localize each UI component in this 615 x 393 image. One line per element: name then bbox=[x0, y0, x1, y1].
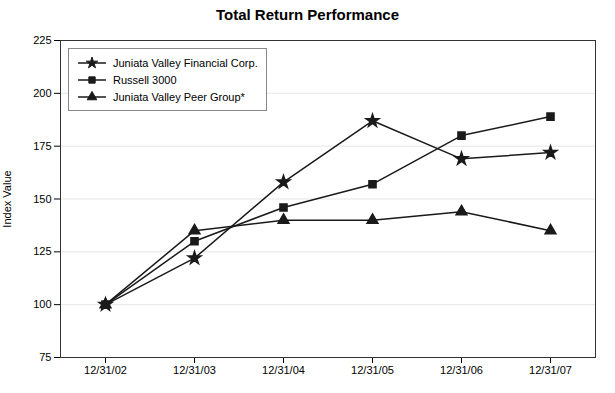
svg-text:200: 200 bbox=[33, 87, 51, 99]
html-text:Juniata Valley Peer Group*: Juniata Valley Peer Group* bbox=[113, 90, 245, 103]
svg-text:Index Value: Index Value bbox=[1, 170, 13, 227]
html-text:Total Return Performance: Total Return Performance bbox=[216, 6, 399, 23]
svg-text:12/31/07: 12/31/07 bbox=[529, 364, 572, 376]
svg-text:12/31/06: 12/31/06 bbox=[440, 364, 483, 376]
svg-text:75: 75 bbox=[39, 351, 51, 363]
svg-text:175: 175 bbox=[33, 140, 51, 152]
svg-text:225: 225 bbox=[33, 34, 51, 46]
svg-text:12/31/05: 12/31/05 bbox=[351, 364, 394, 376]
html-text:Juniata Valley Financial Corp.: Juniata Valley Financial Corp. bbox=[113, 56, 258, 69]
html-text:Russell 3000: Russell 3000 bbox=[113, 73, 177, 86]
svg-text:150: 150 bbox=[33, 193, 51, 205]
svg-text:100: 100 bbox=[33, 298, 51, 310]
svg-text:12/31/04: 12/31/04 bbox=[262, 364, 305, 376]
svg-text:12/31/03: 12/31/03 bbox=[173, 364, 216, 376]
svg-text:12/31/02: 12/31/02 bbox=[84, 364, 127, 376]
svg-text:125: 125 bbox=[33, 245, 51, 257]
